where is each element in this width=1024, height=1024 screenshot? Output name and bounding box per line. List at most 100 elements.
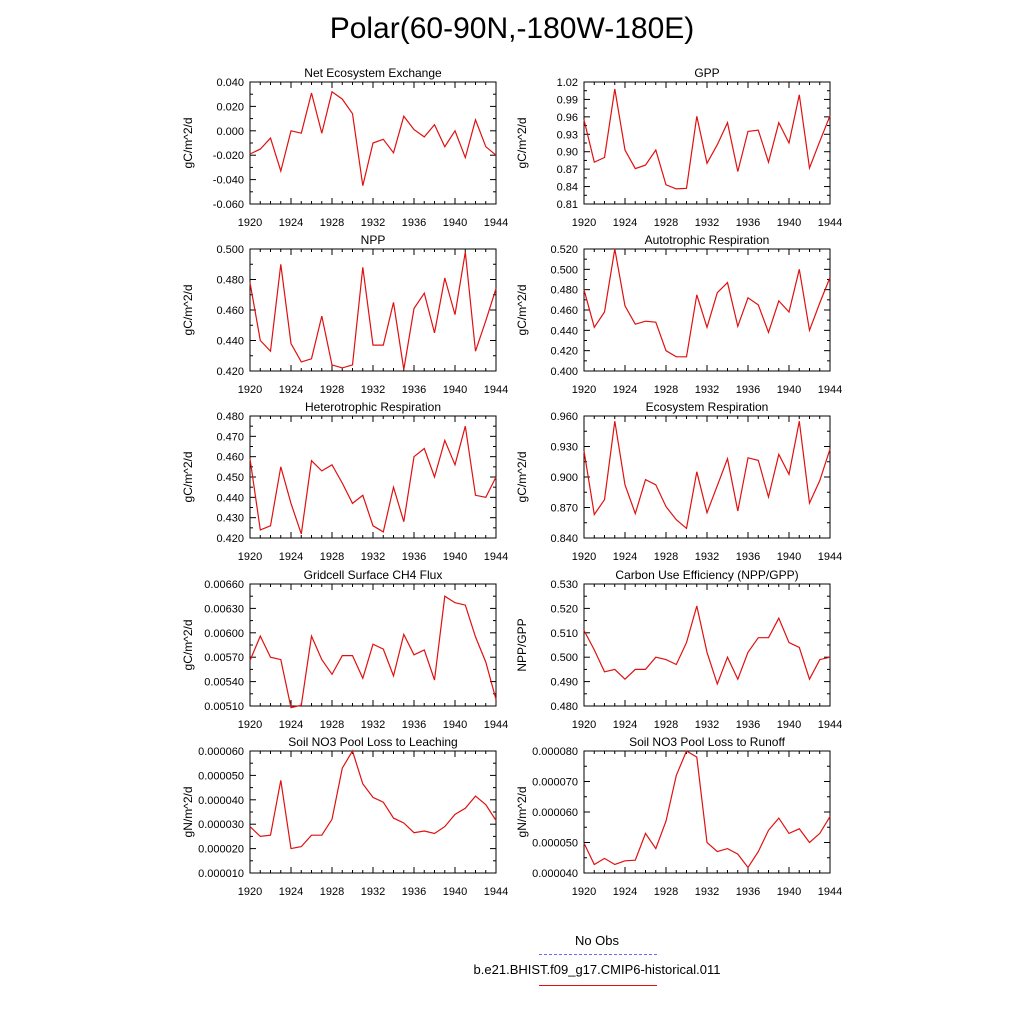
panel-6-xtick-label: 1940 — [777, 551, 801, 563]
figure-title: Polar(60-90N,-180W-180E) — [329, 12, 695, 45]
panel-5-ytick-label: 0.450 — [216, 472, 244, 484]
panel-2-ytick-label: 1.02 — [557, 77, 578, 89]
panel-8-xtick-label: 1936 — [736, 719, 760, 731]
panel-6-ytick-label: 0.840 — [550, 533, 578, 545]
panel-5-ytick-label: 0.470 — [216, 431, 244, 443]
panel-8-ytick-label: 0.530 — [550, 579, 578, 591]
panel-9-ytick-label: 0.000010 — [198, 868, 244, 880]
panel-4-title: Autotrophic Respiration — [645, 233, 770, 247]
panel-8-ytick-label: 0.480 — [550, 701, 578, 713]
panel-2-ytick-label: 0.81 — [557, 199, 578, 211]
panel-7-title: Gridcell Surface CH4 Flux — [304, 568, 443, 582]
panel-4-ytick-label: 0.400 — [550, 366, 578, 378]
panel-1-ytick-label: -0.040 — [213, 175, 244, 187]
panel-6-ytick-label: 0.870 — [550, 503, 578, 515]
panel-7-xtick-label: 1928 — [320, 719, 344, 731]
panel-2-title: GPP — [694, 66, 719, 80]
panel-7-xtick-label: 1920 — [238, 719, 262, 731]
panel-9-xtick-label: 1936 — [402, 886, 426, 898]
panel-3-xtick-label: 1928 — [320, 384, 344, 396]
panel-2-frame — [583, 81, 831, 205]
panel-10-ytick-label: 0.000060 — [532, 807, 578, 819]
panel-4-xtick-label: 1944 — [818, 384, 842, 396]
panel-10-xtick-label: 1940 — [777, 886, 801, 898]
panel-9-xtick-label: 1940 — [443, 886, 467, 898]
panel-6-xtick-label: 1928 — [654, 551, 678, 563]
panel-5-xtick-label: 1936 — [402, 551, 426, 563]
panel-6-xtick-label: 1924 — [613, 551, 637, 563]
legend-line-no-obs — [539, 954, 657, 955]
panel-7-ytick-label: 0.00600 — [204, 628, 244, 640]
panel-8-xtick-label: 1928 — [654, 719, 678, 731]
panel-5-title: Heterotrophic Respiration — [305, 400, 441, 414]
panel-2-ytick-label: 0.84 — [557, 182, 578, 194]
panel-9-ytick-label: 0.000040 — [198, 795, 244, 807]
legend-label-no-obs: No Obs — [574, 933, 620, 948]
panel-10-ytick-label: 0.000070 — [532, 777, 578, 789]
panel-4-xtick-label: 1940 — [777, 384, 801, 396]
panel-4-series-line — [583, 248, 831, 358]
panel-2-xtick-label: 1928 — [654, 217, 678, 229]
panel-2-ylabel: gC/m^2/d — [515, 118, 529, 169]
panel-2-ytick-label: 0.87 — [557, 164, 578, 176]
panel-5-ylabel: gC/m^2/d — [181, 452, 195, 503]
panel-8-xtick-label: 1944 — [818, 719, 842, 731]
panel-4-ylabel: gC/m^2/d — [515, 285, 529, 336]
panel-9-xtick-label: 1924 — [279, 886, 303, 898]
panel-6-xtick-label: 1932 — [695, 551, 719, 563]
panel-9-ytick-label: 0.000060 — [198, 746, 244, 758]
panel-8-ytick-label: 0.490 — [550, 677, 578, 689]
panel-3-xtick-label: 1924 — [279, 384, 303, 396]
panel-4-ytick-label: 0.500 — [550, 264, 578, 276]
panel-9-title: Soil NO3 Pool Loss to Leaching — [288, 735, 457, 749]
panel-3-xtick-label: 1944 — [484, 384, 508, 396]
panel-7-ytick-label: 0.00630 — [204, 603, 244, 615]
panel-1-xtick-label: 1936 — [402, 217, 426, 229]
panel-1-xtick-label: 1932 — [361, 217, 385, 229]
panel-2-ytick-label: 0.99 — [557, 94, 578, 106]
panel-8-ytick-label: 0.500 — [550, 652, 578, 664]
panel-9-ytick-label: 0.000020 — [198, 844, 244, 856]
panel-8-ylabel: NPP/GPP — [515, 618, 529, 671]
panel-5-xtick-label: 1924 — [279, 551, 303, 563]
panel-5-series-line — [249, 426, 497, 535]
panel-1-xtick-label: 1940 — [443, 217, 467, 229]
panel-7-xtick-label: 1944 — [484, 719, 508, 731]
panel-7-xtick-label: 1932 — [361, 719, 385, 731]
panel-3-xtick-label: 1936 — [402, 384, 426, 396]
panel-7-ytick-label: 0.00540 — [204, 677, 244, 689]
panel-4-ytick-label: 0.440 — [550, 325, 578, 337]
panel-2-xtick-label: 1920 — [572, 217, 596, 229]
panel-8-xtick-label: 1932 — [695, 719, 719, 731]
panel-7-xtick-label: 1940 — [443, 719, 467, 731]
panel-7-ytick-label: 0.00510 — [204, 701, 244, 713]
panel-1-ytick-label: 0.000 — [216, 126, 244, 138]
panel-3-ytick-label: 0.480 — [216, 275, 244, 287]
panel-1-xtick-label: 1944 — [484, 217, 508, 229]
panel-8-xtick-label: 1920 — [572, 719, 596, 731]
panel-7-xtick-label: 1924 — [279, 719, 303, 731]
panel-4-frame — [583, 248, 831, 372]
panel-2-ytick-label: 0.93 — [557, 129, 578, 141]
panel-4-ytick-label: 0.480 — [550, 285, 578, 297]
panel-5-xtick-label: 1920 — [238, 551, 262, 563]
panel-8-ytick-label: 0.520 — [550, 603, 578, 615]
panel-8-title: Carbon Use Efficiency (NPP/GPP) — [615, 568, 798, 582]
panel-2-ytick-label: 0.96 — [557, 112, 578, 124]
panel-6-series-line — [583, 421, 831, 530]
panel-10-xtick-label: 1928 — [654, 886, 678, 898]
panel-10-ytick-label: 0.000050 — [532, 838, 578, 850]
panel-6-title: Ecosystem Respiration — [646, 400, 769, 414]
panel-1-series-line — [249, 90, 497, 186]
panel-1-xtick-label: 1924 — [279, 217, 303, 229]
panel-4-ytick-label: 0.520 — [550, 244, 578, 256]
panel-6-ytick-label: 0.900 — [550, 472, 578, 484]
panel-8-xtick-label: 1924 — [613, 719, 637, 731]
panel-5-xtick-label: 1944 — [484, 551, 508, 563]
panel-6-frame — [583, 415, 831, 539]
panel-6-xtick-label: 1944 — [818, 551, 842, 563]
panel-1-ytick-label: 0.020 — [216, 101, 244, 113]
panel-7-series-line — [249, 595, 497, 709]
panel-6-ytick-label: 0.960 — [550, 411, 578, 423]
